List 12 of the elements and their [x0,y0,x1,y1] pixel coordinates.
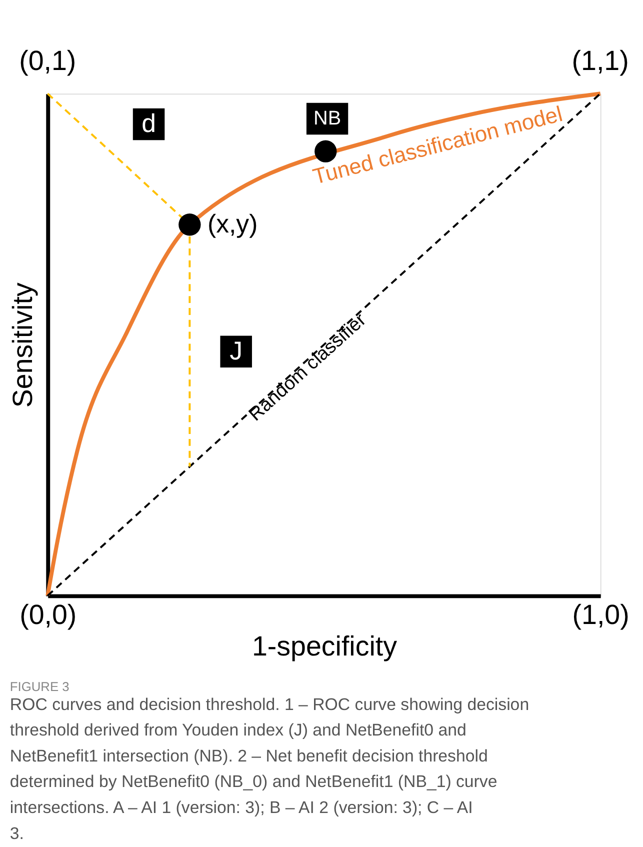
y-axis-title: Sensitivity [7,282,38,408]
caption: FIGURE 3 [10,678,70,694]
annotation: (1,1) [572,44,629,76]
text: ROC curves and decision threshold. 1 – ROC curve showing decision threshold derived from Youden index (J) and NetBenefit0 and NetBenefit1 intersection (NB). 2 – Net benefit decision threshold determined by NetBenefit0 (NB_0) and NetBenefit1 (NB_1) curve intersections. A – AI 1 (version: 3); B – AI 2 (version: 3); C – AI 3. [10,694,530,843]
annotation: (x,y) [208,210,258,239]
annotation: NB [314,108,342,130]
x-tick-label: (1,0) [572,598,630,630]
x-tick-label: (0,0) [20,598,77,630]
annotation: J [230,338,243,366]
x-axis-title: 1-specificity [252,630,398,662]
annotation: d [142,110,156,138]
annotation: (0,1) [19,44,76,76]
